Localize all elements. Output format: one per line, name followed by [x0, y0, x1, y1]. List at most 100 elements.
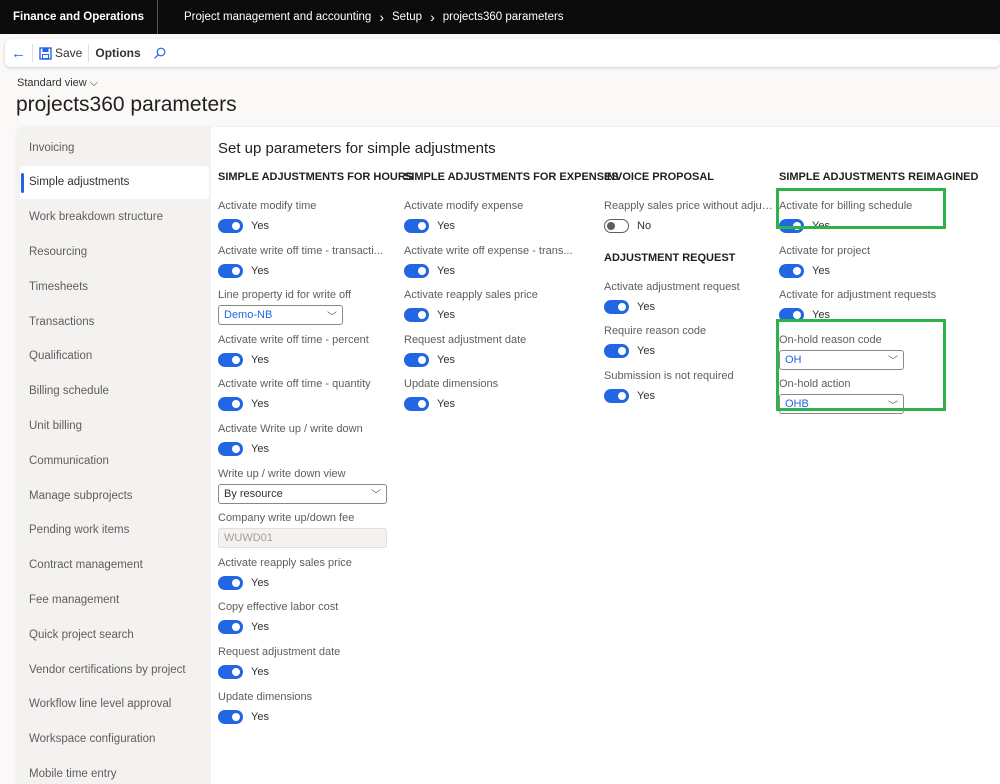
- toggle-value: Yes: [437, 264, 455, 277]
- toggle-switch[interactable]: Yes: [404, 350, 599, 370]
- toggle-switch[interactable]: Yes: [218, 394, 398, 414]
- group-heading: SIMPLE ADJUSTMENTS FOR EXPENSES: [404, 171, 619, 183]
- group-heading: SIMPLE ADJUSTMENTS FOR HOURS: [218, 171, 414, 183]
- dropdown[interactable]: OH ﹀: [779, 349, 904, 370]
- field-group: SIMPLE ADJUSTMENTS FOR EXPENSES Activate …: [404, 171, 619, 421]
- sidebar-item-pending-work-items[interactable]: Pending work items: [29, 524, 130, 537]
- field-label: Activate write off expense - trans...: [404, 244, 573, 257]
- breadcrumb: Project management and accounting › Setu…: [158, 9, 564, 25]
- sidebar-item-workflow-line-level-approval[interactable]: Workflow line level approval: [29, 698, 172, 711]
- breadcrumb-item[interactable]: Setup: [392, 11, 423, 23]
- sidebar-item-contract-management[interactable]: Contract management: [29, 559, 143, 572]
- form-field: On-hold reason code OH ﹀: [779, 332, 969, 377]
- field-column: SIMPLE ADJUSTMENTS FOR EXPENSES Activate …: [404, 171, 619, 421]
- toggle-switch[interactable]: Yes: [218, 617, 398, 637]
- toggle-value: Yes: [251, 576, 269, 589]
- toggle-switch[interactable]: Yes: [404, 305, 599, 325]
- form-field: Activate reapply sales price Yes: [218, 555, 398, 600]
- form-field: Activate write off time - transacti... Ye…: [218, 243, 398, 288]
- field-label: Line property id for write off: [218, 289, 352, 302]
- toggle-switch[interactable]: Yes: [604, 341, 776, 361]
- search-button[interactable]: [147, 43, 172, 63]
- sidebar-item-invoicing[interactable]: Invoicing: [29, 141, 75, 154]
- toggle-icon: [604, 344, 629, 359]
- sidebar-item-work-breakdown-structure[interactable]: Work breakdown structure: [29, 211, 164, 224]
- toggle-icon: [604, 219, 629, 233]
- sidebar-item-timesheets[interactable]: Timesheets: [29, 280, 89, 293]
- toggle-switch[interactable]: Yes: [404, 261, 599, 281]
- toggle-value: Yes: [251, 442, 269, 455]
- sidebar-item-qualification[interactable]: Qualification: [29, 350, 93, 363]
- sidebar-item-transactions[interactable]: Transactions: [29, 315, 95, 328]
- chevron-down-icon: ﹀: [888, 400, 898, 412]
- toggle-value: Yes: [251, 220, 269, 232]
- toggle-icon: [218, 397, 243, 412]
- sidebar-item-simple-adjustments[interactable]: Simple adjustments: [20, 165, 209, 199]
- sidebar-item-manage-subprojects[interactable]: Manage subprojects: [29, 489, 133, 502]
- sidebar-item-resourcing[interactable]: Resourcing: [29, 245, 88, 258]
- sidebar-item-quick-project-search[interactable]: Quick project search: [29, 628, 134, 641]
- form-field: Request adjustment date Yes: [218, 644, 398, 689]
- toggle-switch[interactable]: Yes: [218, 662, 398, 682]
- toggle-switch[interactable]: Yes: [404, 394, 599, 414]
- toggle-switch[interactable]: Yes: [218, 439, 398, 459]
- toggle-switch[interactable]: Yes: [604, 386, 776, 406]
- toggle-switch[interactable]: Yes: [218, 261, 398, 281]
- form-field: Require reason code Yes: [604, 323, 776, 368]
- sidebar-item-workspace-configuration[interactable]: Workspace configuration: [29, 733, 156, 746]
- dropdown[interactable]: OHB ﹀: [779, 394, 904, 415]
- dropdown-value: Demo-NB: [224, 309, 273, 322]
- toggle-value: Yes: [637, 300, 655, 313]
- sidebar-item-communication[interactable]: Communication: [29, 454, 109, 467]
- sidebar-item-unit-billing[interactable]: Unit billing: [29, 419, 83, 432]
- toggle-switch[interactable]: Yes: [218, 350, 398, 370]
- dropdown[interactable]: Demo-NB ﹀: [218, 305, 343, 326]
- toggle-switch[interactable]: No: [604, 216, 776, 236]
- view-selector[interactable]: Standard view ⌵: [17, 77, 98, 90]
- form-field: Activate write off expense - trans... Yes: [404, 243, 599, 288]
- sidebar-item-vendor-certifications-by-project[interactable]: Vendor certifications by project: [29, 663, 186, 676]
- form-field: Update dimensions Yes: [218, 689, 398, 734]
- field-label: Activate for adjustment requests: [779, 289, 937, 302]
- toggle-switch[interactable]: Yes: [218, 216, 398, 236]
- options-button[interactable]: Options: [89, 43, 146, 63]
- save-button[interactable]: Save: [33, 43, 88, 63]
- toggle-icon: [604, 299, 629, 314]
- sidebar-item-mobile-time-entry[interactable]: Mobile time entry: [29, 767, 117, 780]
- toggle-switch[interactable]: Yes: [404, 216, 599, 236]
- toggle-switch[interactable]: Yes: [218, 707, 398, 727]
- toggle-icon: [404, 263, 429, 278]
- toggle-switch[interactable]: Yes: [604, 297, 776, 317]
- field-label: Activate adjustment request: [604, 280, 740, 293]
- highlight-box: [776, 188, 946, 229]
- field-label: Activate for project: [779, 244, 871, 257]
- form-field: Activate for project Yes: [779, 243, 969, 288]
- top-bar: Finance and Operations Project managemen…: [0, 0, 1000, 34]
- toggle-value: Yes: [637, 389, 655, 402]
- sidebar-item-fee-management[interactable]: Fee management: [29, 593, 120, 606]
- field-label: Company write up/down fee: [218, 512, 355, 525]
- toggle-switch[interactable]: Yes: [218, 573, 398, 593]
- action-bar: ← Save Options: [5, 39, 1000, 67]
- dropdown[interactable]: By resource ﹀: [218, 483, 387, 504]
- field-label: Request adjustment date: [404, 333, 527, 346]
- sidebar: Invoicing Simple adjustments Work breakdow…: [16, 127, 211, 784]
- form-field: Write up / write down view By resource ﹀: [218, 466, 398, 511]
- field-label: Reapply sales price without adjus...: [604, 200, 776, 212]
- form-field: Line property id for write off Demo-NB ﹀: [218, 287, 398, 332]
- toggle-icon: [404, 397, 429, 412]
- back-button[interactable]: ←: [5, 43, 32, 63]
- field-label: Activate reapply sales price: [404, 289, 538, 302]
- toggle-switch[interactable]: Yes: [779, 261, 969, 281]
- toggle-switch[interactable]: Yes: [779, 305, 969, 325]
- toggle-value: No: [637, 220, 652, 232]
- form-field: Activate reapply sales price Yes: [404, 287, 599, 332]
- breadcrumb-item[interactable]: Project management and accounting: [184, 11, 372, 23]
- chevron-right-icon: ›: [430, 9, 435, 25]
- form-field: Request adjustment date Yes: [404, 332, 599, 377]
- group-heading: INVOICE PROPOSAL: [604, 171, 715, 183]
- toggle-value: Yes: [812, 264, 830, 277]
- sidebar-item-billing-schedule[interactable]: Billing schedule: [29, 385, 109, 398]
- field-label: Activate write off time - quantity: [218, 378, 371, 391]
- app-brand[interactable]: Finance and Operations: [0, 0, 158, 34]
